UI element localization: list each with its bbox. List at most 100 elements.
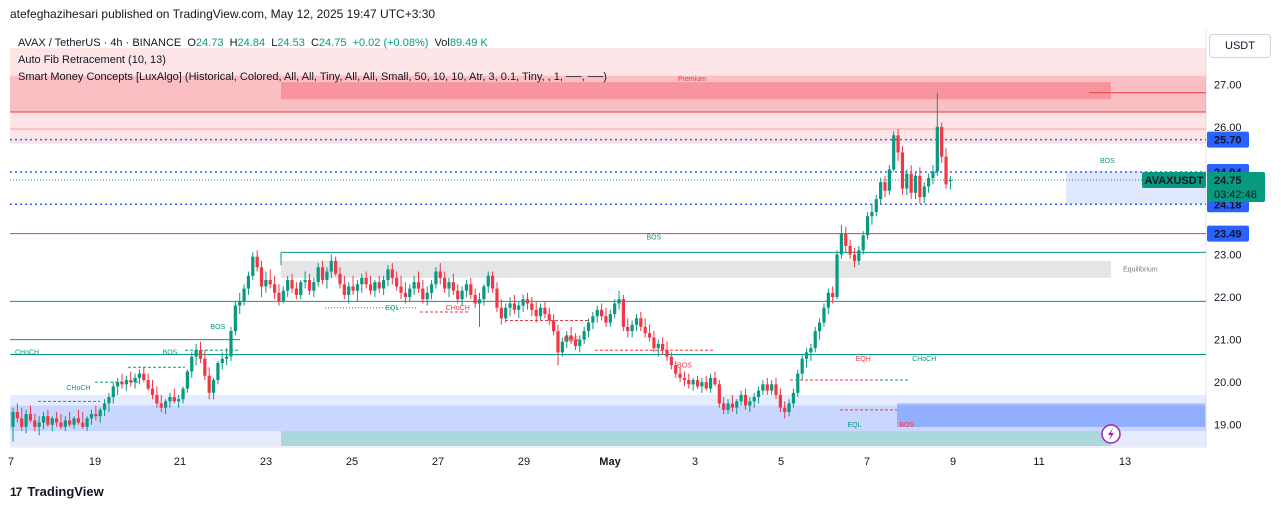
- candle-body[interactable]: [931, 171, 935, 178]
- candle-body[interactable]: [277, 292, 281, 302]
- candle-body[interactable]: [137, 373, 142, 378]
- candle-body[interactable]: [456, 290, 460, 300]
- candle-body[interactable]: [726, 403, 730, 410]
- candle-body[interactable]: [229, 331, 233, 357]
- currency-selector[interactable]: USDT: [1209, 34, 1271, 58]
- candle-body[interactable]: [852, 254, 857, 261]
- candle-body[interactable]: [525, 299, 530, 304]
- candle-body[interactable]: [216, 363, 220, 381]
- candle-body[interactable]: [586, 322, 591, 332]
- candle-body[interactable]: [364, 277, 368, 285]
- candle-body[interactable]: [940, 126, 944, 157]
- candle-body[interactable]: [491, 275, 495, 289]
- candle-body[interactable]: [534, 309, 538, 317]
- candle-body[interactable]: [172, 397, 176, 402]
- candle-body[interactable]: [155, 394, 159, 404]
- candle-body[interactable]: [573, 339, 578, 346]
- candle-body[interactable]: [695, 380, 700, 387]
- candle-body[interactable]: [11, 411, 15, 427]
- candle-body[interactable]: [368, 284, 373, 291]
- candle-body[interactable]: [743, 394, 748, 406]
- candle-body[interactable]: [111, 386, 115, 398]
- candle-body[interactable]: [826, 292, 830, 308]
- candle-body[interactable]: [935, 126, 939, 172]
- candle-body[interactable]: [15, 411, 19, 419]
- candle-body[interactable]: [517, 305, 521, 310]
- candle-body[interactable]: [181, 388, 185, 400]
- candle-body[interactable]: [647, 333, 652, 338]
- candle-body[interactable]: [133, 377, 137, 383]
- candle-body[interactable]: [927, 177, 931, 187]
- candle-body[interactable]: [538, 307, 543, 317]
- candle-body[interactable]: [334, 260, 338, 274]
- candle-body[interactable]: [347, 286, 351, 295]
- candle-body[interactable]: [351, 286, 355, 291]
- candle-body[interactable]: [569, 335, 573, 340]
- candle-body[interactable]: [770, 384, 774, 391]
- candle-body[interactable]: [76, 418, 80, 423]
- candle-body[interactable]: [839, 233, 843, 255]
- candle-body[interactable]: [116, 382, 120, 387]
- candle-body[interactable]: [81, 422, 85, 427]
- candle-body[interactable]: [469, 284, 473, 295]
- candle-body[interactable]: [307, 280, 312, 291]
- candle-body[interactable]: [273, 284, 277, 293]
- candle-body[interactable]: [451, 282, 455, 291]
- candle-body[interactable]: [844, 233, 848, 246]
- candle-body[interactable]: [560, 341, 564, 353]
- candle-body[interactable]: [290, 280, 294, 289]
- candle-body[interactable]: [639, 318, 643, 327]
- candle-body[interactable]: [286, 280, 290, 291]
- candle-body[interactable]: [102, 403, 107, 410]
- candle-body[interactable]: [661, 343, 665, 351]
- candle-body[interactable]: [360, 277, 364, 285]
- candle-body[interactable]: [185, 371, 189, 389]
- candle-body[interactable]: [281, 290, 285, 302]
- candle-body[interactable]: [835, 254, 839, 298]
- candle-body[interactable]: [595, 309, 599, 317]
- candle-body[interactable]: [124, 380, 128, 385]
- candle-body[interactable]: [879, 182, 883, 200]
- candle-body[interactable]: [460, 290, 464, 300]
- candle-body[interactable]: [342, 284, 346, 295]
- candle-body[interactable]: [390, 269, 394, 278]
- candle-body[interactable]: [316, 267, 320, 283]
- candle-body[interactable]: [159, 403, 163, 408]
- candle-body[interactable]: [416, 282, 421, 289]
- candle-body[interactable]: [909, 173, 913, 193]
- candle-body[interactable]: [255, 256, 259, 268]
- candle-body[interactable]: [804, 352, 809, 359]
- candle-body[interactable]: [373, 282, 377, 291]
- candle-body[interactable]: [203, 358, 207, 376]
- candle-body[interactable]: [818, 322, 822, 332]
- candle-body[interactable]: [299, 282, 303, 295]
- candle-body[interactable]: [94, 414, 98, 417]
- candle-body[interactable]: [447, 282, 451, 289]
- candle-body[interactable]: [892, 135, 896, 170]
- candle-body[interactable]: [211, 380, 216, 393]
- candle-body[interactable]: [874, 199, 878, 212]
- candle-body[interactable]: [312, 282, 316, 291]
- candle-body[interactable]: [55, 418, 59, 423]
- candle-body[interactable]: [259, 267, 264, 287]
- candle-body[interactable]: [774, 384, 778, 395]
- candle-body[interactable]: [294, 288, 298, 295]
- candle-body[interactable]: [900, 152, 905, 189]
- candle-body[interactable]: [37, 422, 41, 427]
- candle-body[interactable]: [896, 135, 900, 153]
- candle-body[interactable]: [617, 299, 621, 304]
- candle-body[interactable]: [382, 280, 386, 289]
- candle-body[interactable]: [709, 377, 713, 389]
- candle-body[interactable]: [613, 303, 617, 315]
- candle-body[interactable]: [320, 267, 325, 281]
- candle-body[interactable]: [813, 331, 817, 349]
- candle-body[interactable]: [783, 407, 787, 412]
- candle-body[interactable]: [922, 186, 926, 198]
- candle-body[interactable]: [499, 307, 503, 319]
- candle-body[interactable]: [220, 358, 224, 364]
- candle-body[interactable]: [634, 318, 639, 325]
- candle-body[interactable]: [756, 390, 761, 398]
- candle-body[interactable]: [486, 275, 490, 287]
- candle-body[interactable]: [59, 422, 63, 427]
